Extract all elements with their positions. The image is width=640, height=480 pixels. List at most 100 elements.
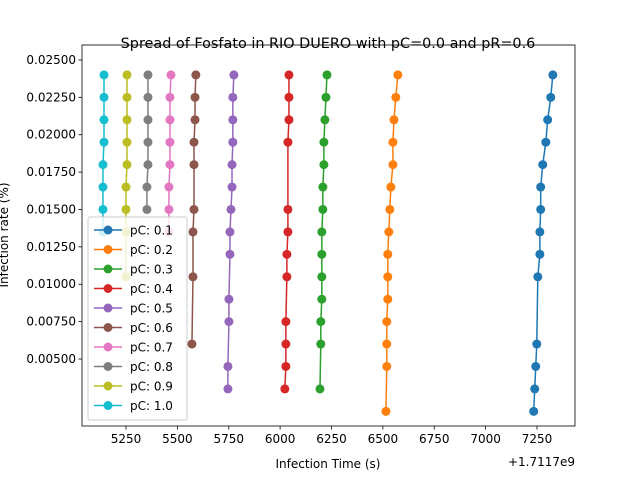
data-point xyxy=(283,137,293,147)
legend-label: pC: 0.5 xyxy=(130,302,173,316)
y-tick-label: 0.02000 xyxy=(26,128,76,142)
x-tick-label: 7000 xyxy=(470,432,501,446)
data-point xyxy=(393,70,403,80)
data-point xyxy=(319,160,329,170)
x-tick-label: 6250 xyxy=(316,432,347,446)
data-point xyxy=(318,182,328,192)
data-point xyxy=(383,294,393,304)
legend-label: pC: 0.4 xyxy=(130,282,173,296)
chart-title: Spread of Fosfato in RIO DUERO with pC=0… xyxy=(121,36,536,52)
legend-label: pC: 0.8 xyxy=(130,360,173,374)
data-point xyxy=(317,272,327,282)
data-point xyxy=(546,92,556,102)
data-point xyxy=(320,115,330,125)
data-point xyxy=(143,70,153,80)
data-point xyxy=(228,137,238,147)
data-point xyxy=(281,361,291,371)
data-point xyxy=(282,272,292,282)
x-tick-label: 6750 xyxy=(419,432,450,446)
data-point xyxy=(166,70,176,80)
legend-label: pC: 0.1 xyxy=(130,224,173,238)
data-point xyxy=(280,384,290,394)
data-point xyxy=(382,317,392,327)
data-point xyxy=(191,70,201,80)
data-point xyxy=(187,339,197,349)
y-tick-label: 0.01000 xyxy=(26,277,76,291)
data-point xyxy=(165,92,175,102)
x-axis-label: Infection Time (s) xyxy=(276,457,381,471)
data-point xyxy=(531,361,541,371)
legend-label: pC: 0.7 xyxy=(130,341,173,355)
data-point xyxy=(224,294,234,304)
x-tick-label: 6000 xyxy=(265,432,296,446)
y-tick-label: 0.02500 xyxy=(26,53,76,67)
data-point xyxy=(165,115,175,125)
data-point xyxy=(226,204,236,214)
data-point xyxy=(188,227,198,237)
data-point xyxy=(229,70,239,80)
x-tick-label: 5500 xyxy=(162,432,193,446)
data-point xyxy=(538,160,548,170)
data-point xyxy=(98,204,108,214)
legend-marker xyxy=(103,342,113,352)
data-point xyxy=(121,182,131,192)
y-tick-label: 0.01500 xyxy=(26,202,76,216)
data-point xyxy=(532,339,542,349)
data-point xyxy=(189,160,199,170)
data-point xyxy=(165,137,175,147)
data-point xyxy=(98,160,108,170)
data-point xyxy=(385,204,395,214)
x-offset-label: +1.7117e9 xyxy=(508,455,575,469)
x-tick-label: 7250 xyxy=(522,432,553,446)
data-point xyxy=(283,204,293,214)
legend-label: pC: 1.0 xyxy=(130,399,173,413)
data-point xyxy=(317,294,327,304)
data-point xyxy=(319,137,329,147)
data-point xyxy=(533,272,543,282)
data-point xyxy=(535,227,545,237)
legend-marker xyxy=(103,245,113,254)
data-point xyxy=(223,384,233,394)
data-point xyxy=(189,204,199,214)
data-point xyxy=(227,160,237,170)
data-point xyxy=(382,339,392,349)
data-point xyxy=(381,406,391,416)
data-point xyxy=(227,182,237,192)
data-point xyxy=(121,204,131,214)
data-point xyxy=(548,70,558,80)
data-point xyxy=(228,115,238,125)
data-point xyxy=(143,115,153,125)
data-point xyxy=(143,92,153,102)
data-point xyxy=(122,92,132,102)
data-point xyxy=(99,92,109,102)
data-point xyxy=(535,249,545,259)
data-point xyxy=(530,384,540,394)
data-point xyxy=(391,92,401,102)
data-point xyxy=(165,160,175,170)
data-point xyxy=(164,182,174,192)
y-tick-label: 0.00750 xyxy=(26,315,76,329)
data-point xyxy=(529,406,539,416)
data-point xyxy=(281,339,291,349)
data-point xyxy=(189,137,199,147)
data-point xyxy=(318,204,328,214)
data-point xyxy=(225,227,235,237)
data-point xyxy=(536,204,546,214)
legend-frame xyxy=(87,216,188,421)
data-point xyxy=(143,160,153,170)
data-point xyxy=(190,115,200,125)
data-point xyxy=(164,204,174,214)
data-point xyxy=(383,272,393,282)
data-point xyxy=(384,227,394,237)
data-point xyxy=(543,115,553,125)
data-point xyxy=(190,92,200,102)
data-point xyxy=(317,249,327,259)
data-point xyxy=(284,92,294,102)
data-point xyxy=(99,70,109,80)
y-tick-label: 0.01250 xyxy=(26,240,76,254)
legend-marker xyxy=(103,381,113,391)
data-point xyxy=(142,182,152,192)
data-point xyxy=(321,92,331,102)
data-point xyxy=(283,227,293,237)
legend-marker xyxy=(103,362,113,371)
